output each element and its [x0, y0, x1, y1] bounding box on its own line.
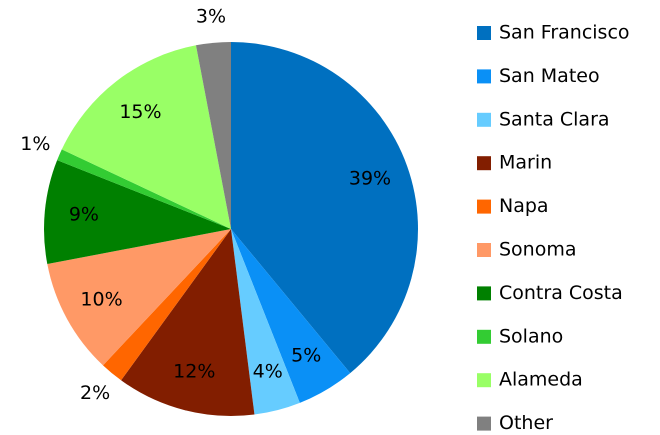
pie-slice [231, 42, 418, 374]
pie-slice [121, 229, 255, 416]
legend-label: Contra Costa [499, 282, 623, 304]
legend-swatch [477, 26, 491, 40]
legend-label: Santa Clara [499, 108, 610, 130]
pie-slice [61, 45, 232, 229]
data-label: 15% [119, 101, 161, 123]
legend-swatch [477, 199, 491, 214]
legend-label: Other [499, 412, 553, 434]
legend-label: Sonoma [499, 239, 577, 261]
legend-swatch [477, 243, 491, 257]
legend-label: Napa [499, 195, 549, 217]
pie-slice [44, 160, 231, 265]
data-label: 2% [80, 382, 110, 404]
data-label: 1% [20, 133, 50, 155]
pie-slice [47, 229, 231, 366]
data-label: 12% [173, 361, 215, 383]
pie-slice [102, 229, 232, 381]
legend-label: Solano [499, 325, 563, 347]
legend-swatch [477, 112, 491, 127]
pie-slice [57, 149, 231, 229]
data-label: 10% [80, 289, 122, 311]
legend-swatch [477, 373, 491, 388]
pie-slice [231, 229, 351, 403]
legend-label: San Mateo [499, 65, 600, 87]
legend-swatch [477, 286, 491, 301]
data-label: 3% [196, 5, 226, 27]
legend-swatch [477, 156, 491, 171]
legend-label: San Francisco [499, 22, 630, 44]
pie-slice [231, 229, 300, 415]
data-label: 4% [253, 361, 283, 383]
data-label: 9% [69, 204, 99, 226]
legend-label: Alameda [499, 369, 583, 391]
data-label: 39% [349, 167, 391, 189]
data-label: 5% [291, 345, 321, 367]
legend-swatch [477, 69, 491, 84]
pie-slice [195, 42, 231, 229]
legend-label: Marin [499, 152, 552, 174]
legend-swatch [477, 329, 491, 344]
legend-swatch [477, 416, 491, 431]
